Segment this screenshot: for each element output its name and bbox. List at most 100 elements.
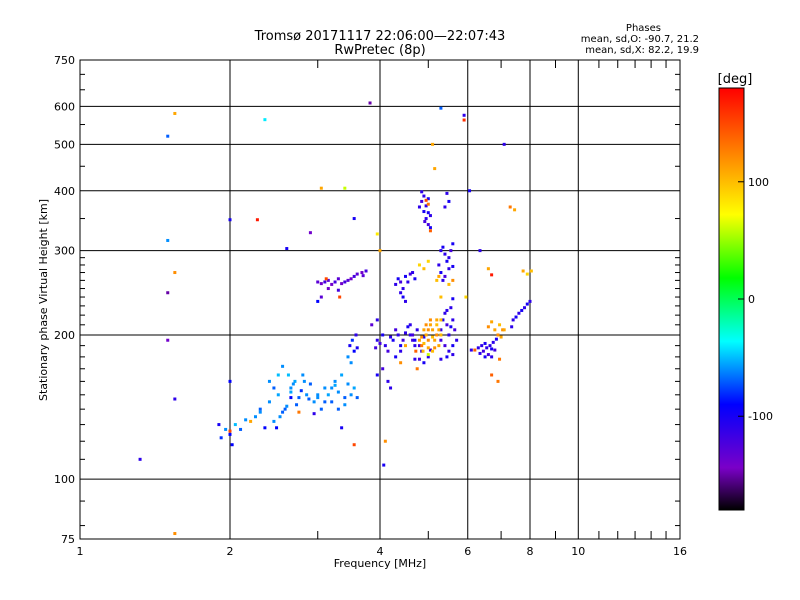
data-point [490, 320, 494, 324]
data-point [426, 328, 430, 332]
data-point [426, 346, 430, 350]
data-point [455, 338, 459, 342]
data-point [521, 269, 525, 273]
data-point [228, 432, 232, 436]
data-point [435, 333, 439, 337]
data-point [428, 318, 432, 322]
data-point [481, 349, 485, 353]
data-point [403, 274, 407, 278]
data-point [513, 208, 517, 212]
data-point [324, 277, 328, 281]
data-point [326, 393, 330, 397]
data-point [428, 214, 432, 218]
data-point [420, 199, 424, 203]
data-point [352, 274, 356, 278]
data-point [447, 333, 451, 337]
data-point [426, 353, 430, 357]
data-point [437, 274, 441, 278]
data-point [299, 389, 303, 393]
data-point [360, 271, 364, 275]
data-point [417, 357, 421, 361]
data-point [338, 295, 342, 299]
data-point [449, 325, 453, 329]
data-point [312, 412, 316, 416]
data-point [394, 282, 398, 286]
data-point [276, 393, 280, 397]
data-point [319, 282, 323, 286]
data-point [354, 333, 358, 337]
data-point [422, 194, 426, 198]
data-point [228, 218, 232, 222]
data-point [381, 333, 385, 337]
data-point [386, 379, 390, 383]
data-point [462, 118, 466, 122]
data-point [297, 410, 301, 414]
x-tick-label: 2 [227, 545, 234, 558]
data-point [276, 373, 280, 377]
data-point [445, 355, 449, 359]
data-point [426, 211, 430, 215]
data-point [443, 205, 447, 209]
scatter-points [138, 101, 533, 536]
data-point [343, 403, 347, 407]
data-point [435, 318, 439, 322]
data-point [435, 278, 439, 282]
data-point [445, 259, 449, 263]
data-point [253, 415, 257, 419]
colorbar-label: [deg] [718, 72, 753, 87]
data-point [486, 353, 490, 357]
data-point [426, 355, 430, 359]
data-point [490, 355, 494, 359]
data-point [258, 407, 262, 411]
x-tick-label: 6 [464, 545, 471, 558]
data-point [333, 383, 337, 387]
data-point [473, 348, 477, 352]
data-point [428, 323, 432, 327]
data-point [349, 393, 353, 397]
data-point [502, 328, 506, 332]
data-point [349, 277, 353, 281]
data-point [305, 393, 309, 397]
data-point [422, 210, 426, 214]
data-point [439, 338, 443, 342]
data-point [316, 396, 320, 400]
data-point [281, 364, 285, 368]
data-point [352, 349, 356, 353]
data-point [491, 340, 495, 344]
data-point [403, 331, 407, 335]
data-point [330, 386, 334, 390]
data-point [323, 280, 327, 284]
data-point [423, 220, 427, 224]
data-point [239, 427, 243, 431]
data-point [406, 280, 410, 284]
data-point [424, 204, 428, 208]
data-point [424, 323, 428, 327]
data-point [173, 397, 177, 401]
data-point [352, 386, 356, 390]
data-point [447, 349, 451, 353]
data-point [375, 373, 379, 377]
data-point [375, 232, 379, 236]
y-tick-label: 100 [54, 473, 75, 486]
data-point [523, 306, 527, 310]
data-point [483, 341, 487, 345]
y-tick-label: 300 [54, 245, 75, 258]
data-point [417, 205, 421, 209]
data-point [307, 397, 311, 401]
data-point [443, 344, 447, 348]
data-point [499, 335, 503, 339]
data-point [316, 280, 320, 284]
data-point [520, 308, 524, 312]
data-point [350, 338, 354, 342]
data-point [370, 323, 374, 327]
data-point [394, 328, 398, 332]
data-point [437, 328, 441, 332]
x-tick-label: 1 [77, 545, 84, 558]
data-point [447, 199, 451, 203]
data-point [319, 407, 323, 411]
x-tick-label: 16 [673, 545, 687, 558]
data-point [443, 274, 447, 278]
data-point [355, 272, 359, 276]
data-point [166, 338, 170, 342]
data-point [138, 457, 142, 461]
